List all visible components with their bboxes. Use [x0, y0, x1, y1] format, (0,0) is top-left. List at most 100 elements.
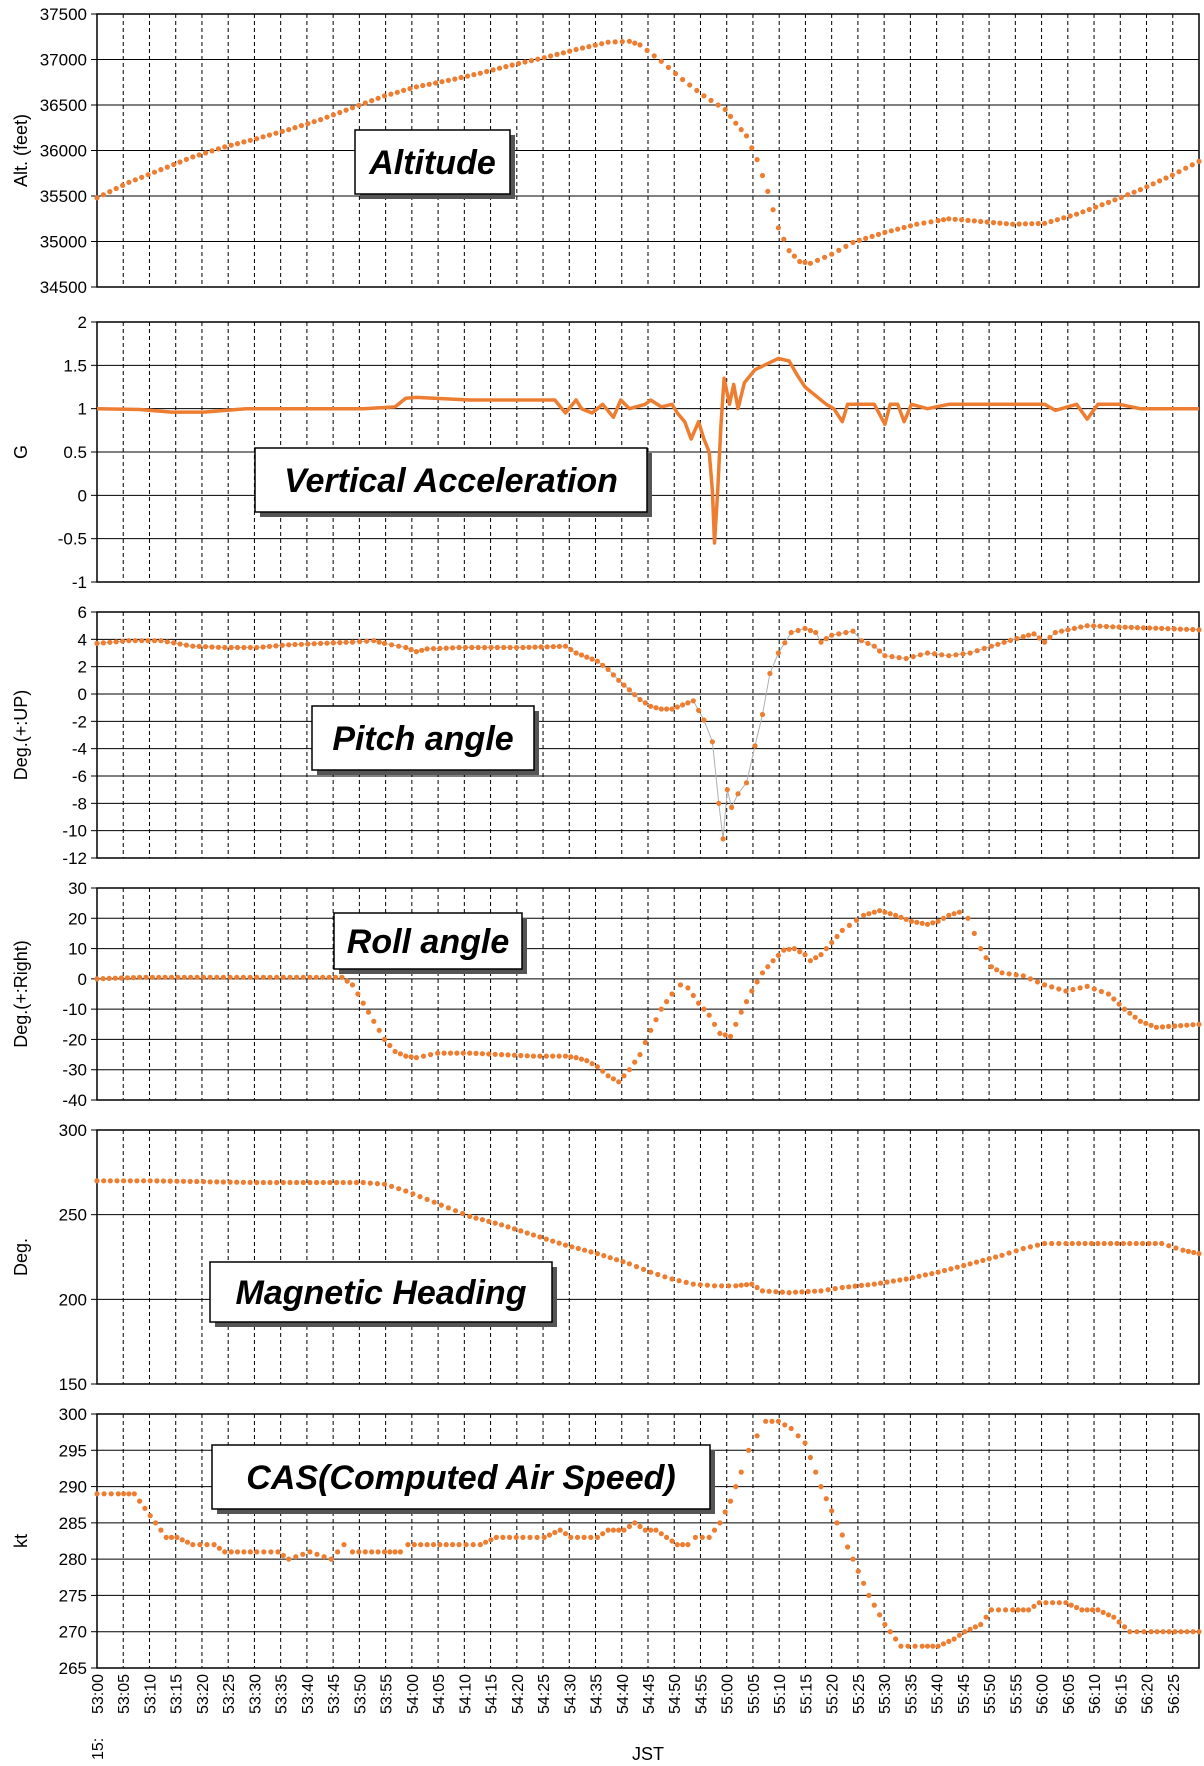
data-point [268, 1549, 274, 1555]
data-point [1190, 626, 1196, 633]
data-point [139, 174, 145, 180]
data-point [456, 1542, 462, 1548]
y-tick-label: 275 [59, 1586, 87, 1605]
data-point [853, 917, 860, 923]
data-point [696, 707, 702, 714]
data-point [126, 1491, 132, 1497]
y-tick-label: 20 [68, 909, 87, 928]
data-point [962, 1629, 968, 1635]
data-point [188, 974, 194, 980]
data-point [467, 1050, 473, 1056]
title-box [354, 129, 511, 195]
data-point [658, 1531, 664, 1537]
data-point [620, 1259, 626, 1265]
data-point [452, 76, 458, 82]
data-point [527, 1534, 533, 1540]
data-point [1068, 1602, 1074, 1608]
data-point [234, 1179, 240, 1185]
data-point [534, 1534, 540, 1540]
data-point [995, 641, 1001, 647]
data-point [807, 260, 814, 266]
data-point [941, 1267, 948, 1274]
y-tick-label: 37000 [40, 51, 87, 70]
data-point [940, 915, 947, 921]
data-point [139, 638, 145, 644]
data-point [946, 653, 952, 659]
data-point [107, 189, 113, 195]
data-point [207, 974, 213, 980]
data-point [113, 185, 119, 192]
data-point [300, 1551, 306, 1557]
data-point [337, 640, 343, 646]
x-tick-label: 55:00 [720, 1674, 737, 1714]
data-point [556, 1053, 562, 1059]
data-point [1191, 1249, 1197, 1256]
data-point [935, 918, 941, 924]
data-point [177, 641, 183, 647]
y-tick-label: -12 [62, 849, 87, 868]
data-point [1152, 1240, 1158, 1247]
data-point [158, 638, 164, 644]
data-point [1196, 158, 1202, 164]
data-point [574, 1534, 581, 1540]
data-point [988, 1607, 995, 1613]
data-point [530, 1232, 537, 1238]
data-point [107, 1178, 113, 1184]
data-point [127, 1178, 133, 1184]
data-point [200, 974, 207, 980]
data-point [805, 1288, 811, 1295]
data-point [121, 1491, 127, 1497]
data-point [167, 1178, 173, 1184]
panel-magnetic-heading: 150 200 250 300 Deg. Magnetic Heading [11, 1121, 1202, 1394]
data-point [605, 666, 611, 673]
data-point [298, 641, 304, 647]
data-point [907, 223, 914, 229]
data-point [621, 1527, 627, 1533]
data-point [114, 1178, 120, 1184]
data-point [394, 89, 400, 95]
data-point [488, 644, 494, 651]
data-point [956, 1632, 963, 1638]
data-point [108, 1491, 114, 1497]
data-point [247, 1549, 253, 1555]
data-point [1052, 629, 1058, 636]
data-point [1116, 624, 1122, 630]
data-point [518, 1052, 524, 1059]
plot-frame [96, 1129, 1200, 1385]
x-tick-label: 53:15 [169, 1674, 186, 1714]
data-point [887, 911, 893, 917]
data-point [1122, 624, 1128, 630]
data-point [614, 1257, 620, 1263]
data-point [845, 1544, 851, 1550]
x-tick-label: 54:05 [431, 1674, 448, 1714]
data-point [1086, 206, 1092, 213]
data-point [215, 146, 221, 152]
data-point [594, 1534, 601, 1540]
data-point [674, 704, 680, 710]
data-point [1014, 635, 1020, 642]
data-point [648, 703, 654, 709]
data-point [1067, 213, 1073, 219]
y-tick-label: -2 [72, 712, 87, 731]
data-point [846, 922, 853, 929]
data-point [121, 1178, 127, 1184]
data-point [1105, 199, 1112, 205]
data-point [228, 142, 234, 148]
data-point [320, 974, 326, 980]
data-point [573, 1055, 579, 1061]
data-point [1172, 1629, 1178, 1635]
data-point [473, 1050, 479, 1056]
data-point [228, 1549, 234, 1555]
data-point [419, 647, 425, 653]
data-point [903, 916, 909, 922]
data-point [621, 1073, 627, 1079]
data-point [273, 130, 279, 136]
data-point [912, 1643, 918, 1649]
data-point [612, 39, 618, 45]
data-point [374, 1181, 380, 1187]
data-point [266, 643, 273, 650]
data-point [632, 1520, 638, 1526]
data-point [168, 1534, 175, 1540]
data-point [1184, 1022, 1190, 1028]
data-point [441, 1050, 447, 1056]
